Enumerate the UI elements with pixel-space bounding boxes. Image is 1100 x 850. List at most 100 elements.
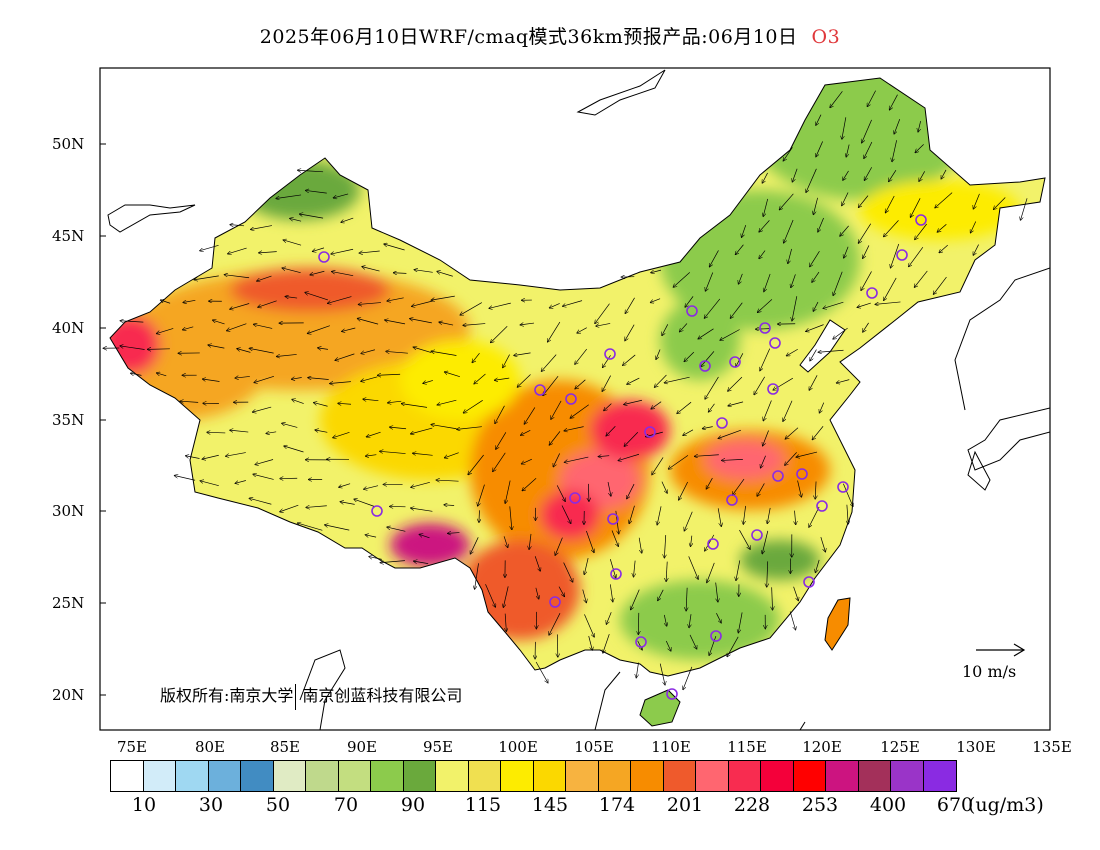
lon-label-95: 95E [422,738,454,756]
wind-arrow [792,296,798,321]
wind-arrow [161,300,171,304]
wind-arrow [237,349,251,353]
colorbar-label: 90 [400,794,426,816]
wind-arrow [779,193,794,210]
wind-arrow [650,298,661,303]
city-marker [769,337,781,349]
wind-arrow [463,399,483,413]
wind-arrow [313,247,325,252]
wind-arrow [818,217,824,232]
wind-arrow [735,244,744,255]
colorbar-swatch [728,761,761,791]
wind-arrow [359,251,380,253]
wind-arrow [758,299,773,312]
wind-arrow [759,250,766,259]
wind-arrow [889,169,897,181]
wind-arrow [378,374,401,375]
wind-arrow [717,508,721,526]
wind-arrow [448,533,460,534]
wind-arrow [431,295,455,300]
wind-arrow [339,483,351,488]
wind-arrow [710,250,719,266]
wind-arrow [738,612,743,632]
wind-arrow [393,273,407,274]
wind-arrow [701,351,715,366]
colorbar-unit: (ug/m3) [968,794,1044,816]
wind-arrow [147,349,170,350]
wind-arrow [520,323,535,325]
wind-arrow [414,561,429,564]
wind-arrow [684,511,693,531]
wind-arrow [235,480,246,484]
colorbar-swatch [338,761,371,791]
wind-arrow [784,219,794,243]
colorbar-swatch [143,761,176,791]
wind-arrow [255,459,274,464]
colorbar-swatch [208,761,241,791]
copyright-notice: 版权所有:南京大学 南京创蓝科技有限公司 [160,682,462,710]
wind-arrow [120,321,144,322]
wind-arrow [230,303,250,310]
wind-arrow [227,323,247,331]
wind-arrow [390,427,407,429]
wind-arrow [174,475,196,481]
wind-arrow [939,244,948,252]
wind-arrow [661,481,667,493]
wind-arrow [637,640,643,650]
wind-arrow [485,584,496,607]
wind-arrow [235,376,250,378]
wind-arrow [411,427,433,434]
wind-arrow [606,425,616,436]
wind-arrow [884,220,899,236]
wind-arrow [843,170,849,180]
city-marker [726,494,738,506]
colorbar-label: 228 [733,794,771,816]
wind-arrow [973,244,979,256]
wind-arrow [875,301,901,304]
wind-arrow [412,300,434,306]
wind-arrow [310,270,325,275]
wind-arrow [739,529,750,549]
city-marker [635,636,647,648]
wind-arrow [401,404,428,408]
pollutant-label: O3 [811,26,841,48]
lon-label-110: 110E [651,738,691,756]
wind-arrow [362,267,380,272]
wind-arrow [918,120,921,132]
wind-arrow [664,535,665,558]
wind-arrow [157,373,167,377]
wind-arrow [738,273,743,284]
wind-arrow [588,483,589,501]
wind-arrow [251,225,272,230]
wind-arrow [720,329,740,340]
colorbar-swatch [273,761,306,791]
wind-arrow [338,403,352,404]
wind-arrow [549,612,561,635]
wind-arrow [388,401,402,403]
wind-arrow [783,400,793,421]
wind-arrow [230,225,245,226]
wind-arrow [793,586,799,601]
wind-arrow [603,355,611,367]
wind-arrow [762,530,769,554]
wind-arrow [732,478,745,495]
wind-arrow [300,214,324,219]
colorbar-swatch [533,761,566,791]
lat-label-40: 40N [52,319,85,337]
wind-arrow [707,562,715,583]
colorbar-swatch [501,761,534,791]
wind-arrow [333,193,349,198]
wind-arrow [556,485,565,501]
wind-arrow [994,197,1006,210]
wind-arrow [627,483,635,499]
wind-arrow [445,452,459,458]
wind-arrow [423,380,433,383]
colorbar-swatch [436,761,469,791]
wind-arrow [292,399,304,404]
wind-arrow [386,351,408,353]
city-markers [318,214,927,700]
wind-arrow [290,218,302,222]
wind-arrow [361,376,378,382]
wind-arrow [820,537,826,552]
wind-vectors [103,90,1028,690]
